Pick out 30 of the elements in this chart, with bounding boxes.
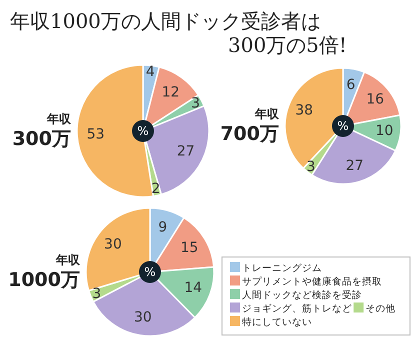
- text: 年収1000万の人間ドック受診者は 300万の5倍!: [10, 9, 347, 57]
- text: 年収 1000万: [8, 253, 81, 291]
- data-label: 16: [366, 91, 384, 108]
- data-label: 27: [346, 158, 364, 174]
- data-label: 4: [146, 64, 155, 80]
- data-label: 27: [176, 144, 195, 160]
- data-label: 9: [158, 220, 168, 236]
- data-label: 3: [191, 95, 200, 112]
- legend-label: ジョギング、筋トレなど: [242, 302, 352, 314]
- text: %: [144, 265, 156, 279]
- data-label: 3: [306, 159, 316, 176]
- legend-label: トレーニングジム: [242, 263, 322, 274]
- data-label: 12: [162, 84, 180, 100]
- data-label: 3: [92, 286, 102, 302]
- text: %: [337, 119, 349, 133]
- data-label: 10: [376, 123, 394, 140]
- data-label: 14: [184, 280, 202, 296]
- legend-label: サプリメントや健康食品を摂取: [242, 276, 382, 288]
- text: %: [137, 124, 149, 138]
- legend-label: 特にしていない: [242, 316, 312, 328]
- data-label: 38: [295, 102, 314, 119]
- text: 年収 300万: [12, 112, 72, 150]
- data-label: 15: [180, 240, 198, 256]
- data-label: 30: [104, 236, 122, 253]
- legend-label: 人間ドックなど検診を受診: [242, 289, 362, 301]
- data-label: 53: [86, 126, 105, 143]
- data-label: 30: [134, 310, 152, 326]
- legend-label: その他: [366, 302, 396, 314]
- data-label: 6: [346, 76, 356, 93]
- text: 年収 700万: [220, 107, 280, 145]
